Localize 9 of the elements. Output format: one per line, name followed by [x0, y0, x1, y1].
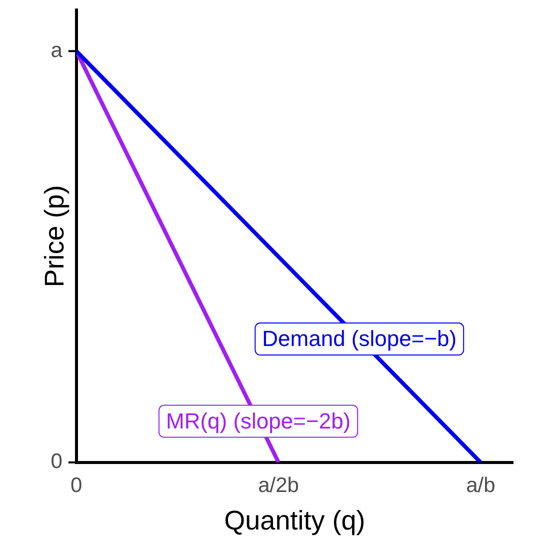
series-label: Demand (slope=−b) [262, 326, 457, 352]
x-tick-label: a/2b [258, 474, 299, 497]
text: a [50, 38, 63, 62]
text: 0 [50, 450, 62, 474]
x-tick-label: a/b [466, 474, 496, 497]
y-axis-title: Price (p) [40, 185, 70, 288]
series-label: MR(q) (slope=−2b) [166, 408, 351, 434]
x-axis-title: Quantity (q) [224, 505, 366, 536]
x-tick-label: 0 [70, 474, 82, 497]
